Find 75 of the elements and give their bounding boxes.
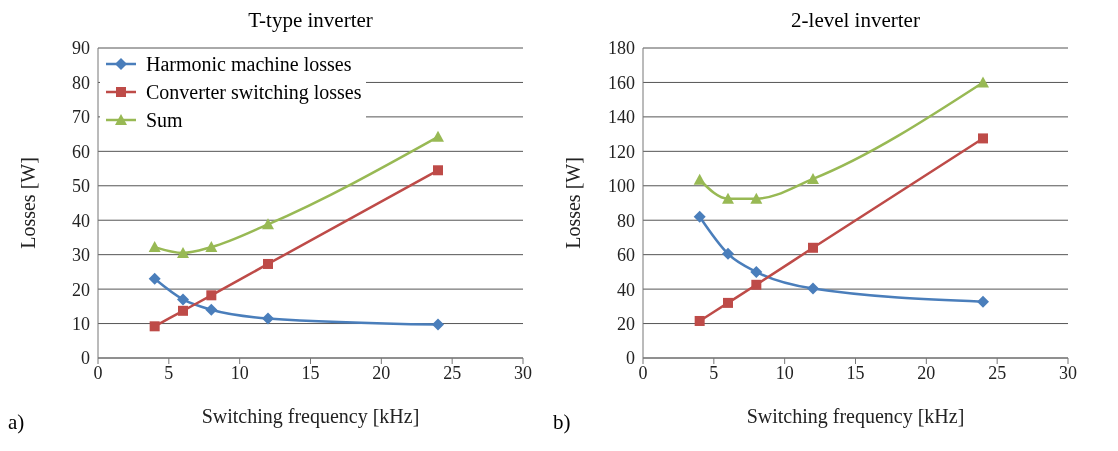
point bbox=[262, 218, 274, 230]
y-tick-label: 50 bbox=[72, 176, 90, 197]
y-tick-label: 90 bbox=[72, 38, 90, 59]
x-tick-label: 0 bbox=[93, 362, 103, 383]
legend-label: Converter switching losses bbox=[146, 80, 362, 106]
chart-title: T-type inverter bbox=[247, 8, 374, 34]
x-tick-label: 15 bbox=[846, 362, 865, 383]
point bbox=[149, 321, 160, 332]
y-axis-title: Losses [W] bbox=[17, 157, 40, 249]
y-tick-label: 20 bbox=[72, 279, 90, 300]
point bbox=[722, 192, 734, 204]
y-tick-label: 0 bbox=[81, 348, 90, 369]
point bbox=[977, 76, 989, 88]
chart-title: 2-level inverter bbox=[790, 8, 921, 34]
point bbox=[178, 305, 188, 316]
point bbox=[177, 293, 189, 306]
y-tick-label: 20 bbox=[617, 313, 635, 334]
point bbox=[722, 247, 734, 260]
point bbox=[978, 133, 988, 144]
point bbox=[177, 246, 189, 258]
point bbox=[205, 303, 218, 316]
x-tick-label: 30 bbox=[1059, 362, 1077, 383]
y-tick-label: 60 bbox=[617, 245, 635, 266]
y-tick-label: 60 bbox=[72, 141, 90, 162]
point bbox=[977, 295, 989, 308]
point bbox=[432, 318, 444, 331]
legend-label: Harmonic machine losses bbox=[146, 52, 352, 77]
point bbox=[807, 172, 819, 184]
text: a) bbox=[8, 410, 25, 435]
point bbox=[751, 279, 762, 290]
x-tick-label: 0 bbox=[638, 362, 648, 383]
y-tick-label: 120 bbox=[608, 141, 635, 162]
point bbox=[694, 315, 705, 326]
point bbox=[205, 241, 218, 253]
point bbox=[750, 192, 763, 204]
point bbox=[432, 130, 444, 142]
y-tick-label: 40 bbox=[72, 210, 90, 231]
point bbox=[148, 272, 161, 285]
x-tick-label: 20 bbox=[917, 362, 936, 383]
point bbox=[723, 297, 733, 308]
y-tick-label: 80 bbox=[617, 210, 635, 231]
x-tick-label: 25 bbox=[443, 362, 462, 383]
x-tick-label: 30 bbox=[514, 362, 532, 383]
x-tick-label: 10 bbox=[230, 362, 249, 383]
y-tick-label: 160 bbox=[608, 72, 635, 93]
point bbox=[808, 242, 818, 253]
x-tick-label: 20 bbox=[372, 362, 391, 383]
x-tick-label: 5 bbox=[709, 362, 719, 383]
y-tick-label: 80 bbox=[72, 72, 90, 93]
point bbox=[693, 173, 706, 185]
point bbox=[693, 210, 706, 223]
y-tick-label: 30 bbox=[72, 245, 90, 266]
y-axis-title: Losses [W] bbox=[562, 157, 585, 249]
y-tick-label: 70 bbox=[72, 107, 90, 128]
x-tick-label: 25 bbox=[988, 362, 1007, 383]
point bbox=[262, 312, 274, 325]
y-tick-label: 100 bbox=[608, 176, 635, 197]
point bbox=[750, 265, 763, 278]
point bbox=[807, 282, 819, 295]
point bbox=[433, 165, 443, 176]
legend-label: Sum bbox=[146, 108, 183, 133]
x-axis-title: Switching frequency [kHz] bbox=[201, 405, 420, 428]
point bbox=[206, 290, 217, 301]
x-tick-label: 15 bbox=[301, 362, 320, 383]
point bbox=[148, 241, 161, 253]
y-tick-label: 140 bbox=[608, 107, 635, 128]
x-axis-title: Switching frequency [kHz] bbox=[746, 405, 965, 428]
y-tick-label: 10 bbox=[72, 313, 90, 334]
point bbox=[263, 258, 273, 269]
x-tick-label: 10 bbox=[775, 362, 794, 383]
y-tick-label: 40 bbox=[617, 279, 635, 300]
text: b) bbox=[553, 410, 571, 435]
x-tick-label: 5 bbox=[164, 362, 174, 383]
y-tick-label: 0 bbox=[626, 348, 635, 369]
y-tick-label: 180 bbox=[608, 38, 635, 59]
